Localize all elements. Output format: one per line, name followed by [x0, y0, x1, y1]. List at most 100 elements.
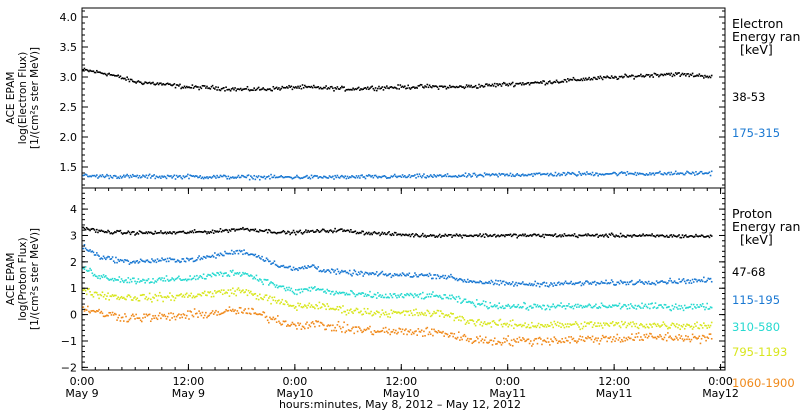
data-point-115-195 [270, 263, 272, 265]
data-point-47-68 [237, 228, 240, 231]
data-point-1060-1900 [161, 313, 163, 316]
data-point-795-1193 [219, 291, 222, 294]
data-point-115-195 [445, 277, 448, 280]
data-point-38-53 [448, 84, 451, 87]
data-point-175-315 [577, 174, 579, 176]
data-point-38-53 [244, 88, 246, 90]
data-point-310-580 [172, 278, 175, 280]
data-point-38-53 [555, 79, 558, 82]
data-point-1060-1900 [120, 316, 123, 319]
data-point-38-53 [363, 87, 366, 89]
data-point-310-580 [701, 303, 704, 305]
data-point-175-315 [585, 173, 587, 176]
data-point-175-315 [360, 174, 362, 177]
data-point-795-1193 [651, 326, 653, 328]
data-point-175-315 [355, 175, 358, 177]
data-point-38-53 [114, 74, 116, 77]
data-point-175-315 [622, 172, 624, 175]
data-point-175-315 [108, 177, 110, 180]
data-point-310-580 [109, 278, 112, 281]
data-point-47-68 [577, 236, 579, 239]
data-point-175-315 [673, 172, 676, 175]
data-point-115-195 [524, 283, 526, 286]
data-point-47-68 [513, 233, 515, 236]
data-point-795-1193 [375, 310, 378, 313]
data-point-38-53 [654, 73, 657, 75]
data-point-795-1193 [273, 296, 276, 299]
data-point-47-68 [93, 229, 96, 231]
data-point-38-53 [701, 75, 704, 77]
data-point-47-68 [463, 234, 466, 237]
data-point-175-315 [406, 176, 408, 179]
data-point-1060-1900 [502, 337, 505, 340]
data-point-310-580 [383, 296, 386, 299]
data-point-115-195 [520, 282, 523, 285]
data-point-310-580 [470, 302, 472, 304]
data-point-115-195 [188, 259, 190, 262]
data-point-1060-1900 [285, 325, 288, 327]
data-point-47-68 [605, 233, 607, 236]
data-point-38-53 [348, 88, 351, 91]
data-point-47-68 [253, 229, 255, 232]
data-point-310-580 [552, 303, 554, 306]
data-point-1060-1900 [239, 307, 242, 309]
data-point-795-1193 [441, 312, 443, 315]
data-point-310-580 [525, 308, 528, 310]
data-point-795-1193 [572, 323, 575, 326]
data-point-115-195 [251, 253, 253, 255]
data-point-1060-1900 [627, 336, 630, 338]
data-point-38-53 [688, 75, 691, 78]
data-point-310-580 [375, 297, 378, 299]
data-point-38-53 [212, 87, 215, 89]
data-point-310-580 [560, 302, 562, 304]
data-point-115-195 [413, 275, 415, 277]
data-point-115-195 [103, 257, 106, 259]
data-point-1060-1900 [206, 316, 208, 319]
data-point-175-315 [246, 174, 249, 177]
data-point-1060-1900 [210, 312, 213, 314]
data-point-115-195 [344, 270, 347, 272]
data-point-795-1193 [133, 297, 135, 299]
data-point-115-195 [405, 274, 407, 277]
data-point-47-68 [498, 235, 501, 238]
data-point-115-195 [414, 272, 416, 274]
data-point-38-53 [509, 83, 512, 86]
data-point-795-1193 [660, 325, 662, 327]
data-point-310-580 [509, 307, 512, 309]
data-point-115-195 [279, 266, 281, 268]
data-point-175-315 [82, 174, 85, 177]
data-point-310-580 [266, 279, 269, 281]
data-point-795-1193 [577, 324, 579, 326]
data-point-115-195 [596, 281, 598, 284]
data-point-1060-1900 [375, 331, 378, 333]
data-point-38-53 [283, 86, 286, 89]
data-point-1060-1900 [303, 327, 306, 330]
data-point-310-580 [471, 301, 474, 303]
data-point-115-195 [595, 284, 597, 286]
data-point-47-68 [307, 229, 309, 232]
data-point-115-195 [552, 285, 554, 287]
data-point-38-53 [129, 78, 132, 81]
data-point-47-68 [289, 233, 291, 236]
data-point-1060-1900 [538, 336, 541, 339]
data-point-115-195 [416, 275, 418, 278]
data-point-115-195 [599, 282, 602, 285]
data-point-175-315 [151, 175, 153, 177]
data-point-47-68 [146, 232, 149, 235]
data-point-795-1193 [696, 321, 698, 324]
data-point-47-68 [144, 232, 146, 235]
data-point-47-68 [654, 236, 657, 238]
data-point-47-68 [522, 233, 524, 236]
data-point-115-195 [644, 281, 647, 283]
data-point-115-195 [345, 271, 348, 274]
data-point-795-1193 [309, 306, 312, 308]
data-point-175-315 [677, 172, 679, 175]
data-point-47-68 [239, 227, 242, 230]
data-point-47-68 [683, 234, 686, 237]
data-point-175-315 [254, 178, 257, 181]
data-point-1060-1900 [683, 338, 686, 341]
data-point-1060-1900 [504, 341, 506, 343]
data-point-38-53 [656, 73, 659, 76]
data-point-1060-1900 [133, 315, 135, 317]
data-point-310-580 [158, 277, 161, 279]
